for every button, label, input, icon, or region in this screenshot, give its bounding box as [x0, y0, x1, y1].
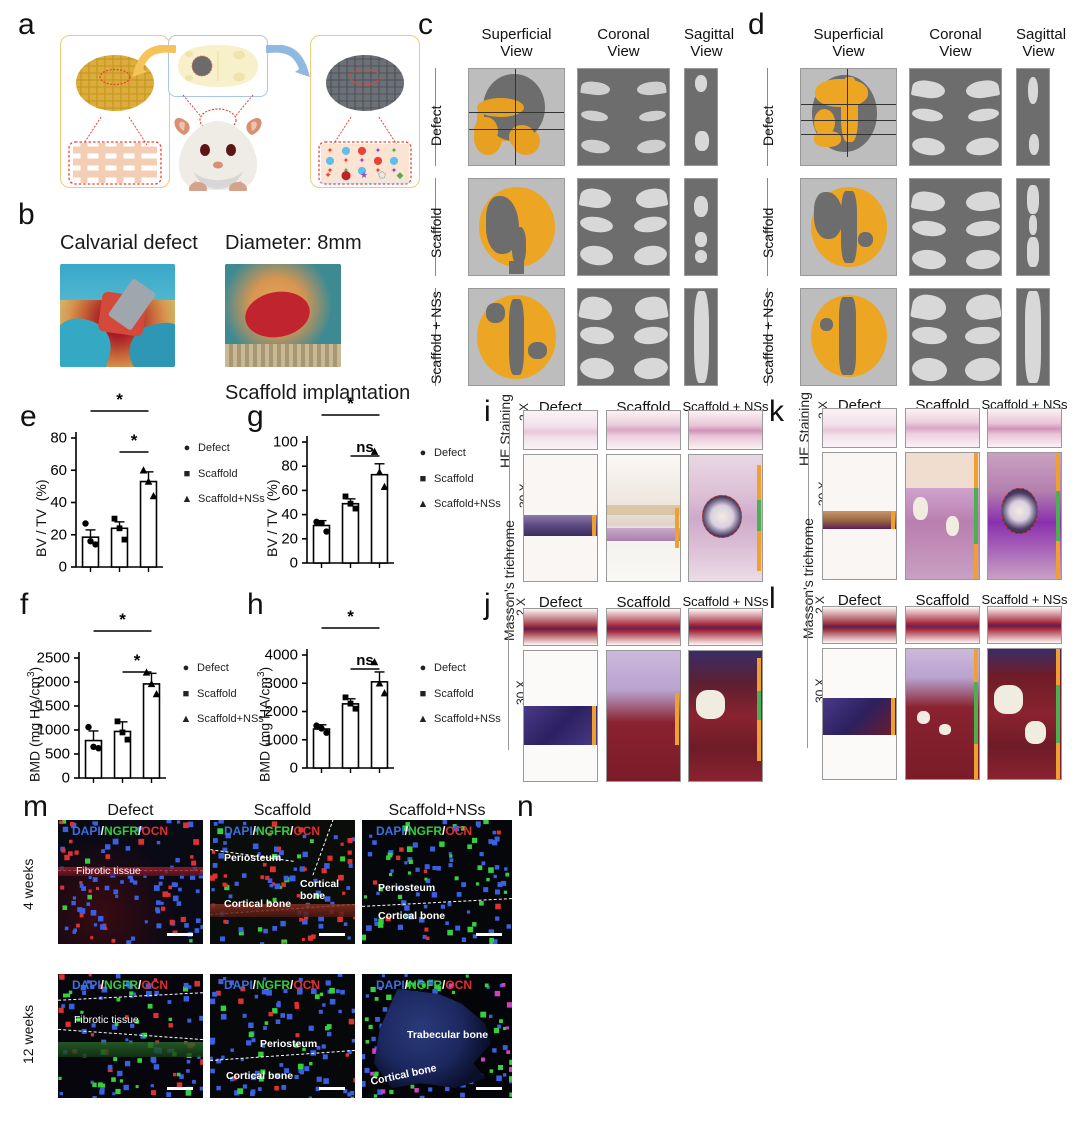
svg-text:*: * [119, 610, 126, 629]
svg-text:60: 60 [50, 462, 67, 479]
svg-text:0: 0 [290, 760, 298, 777]
svg-text:2500: 2500 [37, 650, 70, 667]
svg-text:0: 0 [62, 770, 70, 787]
svg-text:500: 500 [45, 746, 70, 763]
svg-text:80: 80 [281, 458, 298, 475]
svg-text:20: 20 [281, 530, 298, 547]
svg-text:40: 40 [50, 494, 67, 511]
svg-text:0: 0 [290, 555, 298, 572]
svg-text:*: * [134, 651, 141, 670]
svg-text:60: 60 [281, 482, 298, 499]
svg-text:ns: ns [356, 652, 374, 669]
svg-text:4000: 4000 [265, 647, 298, 664]
svg-text:80: 80 [50, 430, 67, 447]
svg-text:*: * [116, 390, 123, 409]
svg-text:40: 40 [281, 506, 298, 523]
svg-text:*: * [347, 394, 354, 413]
svg-text:20: 20 [50, 526, 67, 543]
svg-text:ns: ns [356, 439, 374, 456]
svg-text:*: * [131, 431, 138, 450]
svg-text:0: 0 [59, 559, 67, 576]
svg-text:100: 100 [273, 434, 298, 451]
svg-text:*: * [347, 607, 354, 626]
